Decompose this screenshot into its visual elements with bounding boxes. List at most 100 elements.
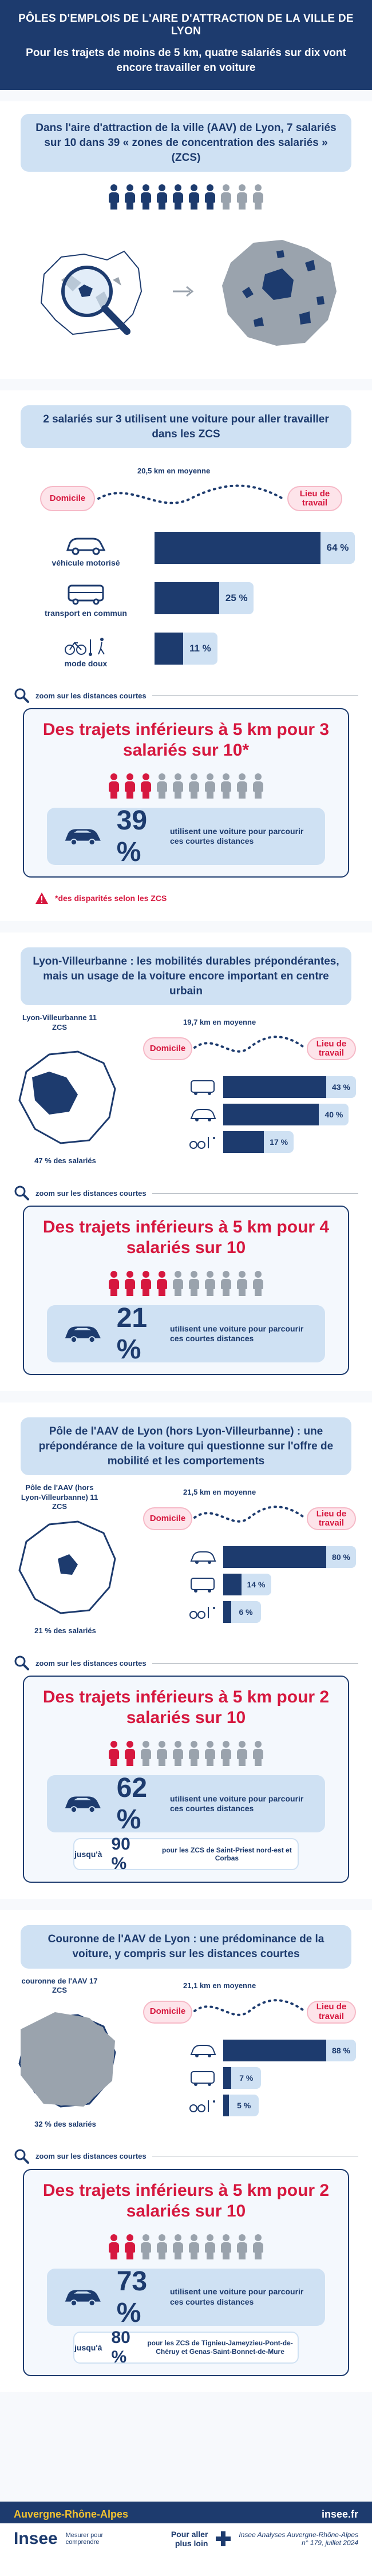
person-icon [108,1741,120,1767]
car-panel: 73 % utilisent une voiture pour parcouri… [47,2266,325,2328]
person-icon [108,773,120,799]
mode-bar-value: 80 % [326,1546,356,1568]
plus-icon [216,2531,231,2546]
upto-pct: 90 % [111,1835,130,1874]
person-icon [140,1741,152,1767]
bus-icon [68,584,104,605]
person-icon [204,773,216,799]
bar-transit [155,582,220,615]
person-icon [124,184,136,210]
person-icon [220,184,232,210]
zoom-title: Des trajets inférieurs à 5 km pour 4 sal… [42,1218,330,1258]
work-pill: Lieu de travail [307,2000,356,2024]
person-icon [156,184,168,210]
mode-bar [223,1131,264,1153]
bar-row-transit: transport en commun 25 % [0,582,372,622]
page-title: PÔLES D'EMPLOIS DE L'AIRE D'ATTRACTION D… [18,13,354,37]
upto-panel: jusqu'à 80 % pour les ZCS de Tignieu-Jam… [73,2328,299,2366]
mode-bar [223,1104,319,1126]
mode-bar [223,1574,242,1596]
intro-people-row [0,184,372,210]
overall-car-panel: 39 % utilisent une voiture pour parcouri… [47,805,325,868]
zoom-divider [152,1662,358,1664]
share-label: 32 % des salariés [34,2119,96,2128]
overall-card: 2 salariés sur 3 utilisent une voiture p… [21,405,351,449]
arrow-right-icon [172,286,194,297]
mode-bar-value: 17 % [264,1131,294,1153]
person-icon [140,773,152,799]
mode-bar-value: 5 % [229,2094,259,2116]
area-label: couronne de l'AAV 17 ZCS [21,1976,98,1994]
car-icon [190,1551,216,1564]
mode-bar [223,1546,326,1568]
upto-label: jusqu'à [74,1850,102,1859]
home-pill: Domicile [143,1507,192,1531]
publication-link[interactable]: Insee Analyses Auvergne-Rhône-Alpes [239,2531,358,2539]
work-pill: Lieu de travail [287,486,342,512]
share-label: 47 % des salariés [34,1156,96,1165]
zoom-box: Des trajets inférieurs à 5 km pour 4 sal… [23,1206,349,1376]
person-icon [156,1741,168,1767]
mode-bar-value: 40 % [319,1104,349,1126]
car-filled-icon [65,829,101,846]
zcs-map-icon [222,240,337,346]
person-icon [188,1741,200,1767]
area-label: Lyon-Villeurbanne 11 ZCS [22,1013,97,1032]
overall-route: Domicile 20,5 km en moyenne Lieu de trav… [23,463,349,526]
mode-label-transit: transport en commun [45,609,127,618]
intro-card: Dans l'aire d'attraction de la ville (AA… [21,114,351,172]
mode-bar-value: 14 % [241,1574,271,1596]
person-icon [172,773,184,799]
pole-section: Pôle de l'AAV de Lyon (hors Lyon-Villeur… [0,1402,372,1899]
person-icon [252,1741,264,1767]
region-map-icon [40,250,142,335]
zoom-title: Des trajets inférieurs à 5 km pour 3 sal… [42,720,330,760]
car-filled-icon [65,1326,101,1344]
distance-label: 21,1 km en moyenne [183,1981,256,1990]
footer-site-link[interactable]: insee.fr [321,2508,358,2520]
footer-band: Auvergne-Rhône-Alpes insee.fr [0,2505,372,2523]
bar-car [155,532,320,564]
home-pill: Domicile [143,1037,192,1061]
overall-zoom-box: Des trajets inférieurs à 5 km pour 3 sal… [23,708,349,878]
upto-text: pour les ZCS de Saint-Priest nord-est et… [162,1846,292,1863]
mode-bar-value: 7 % [231,2067,262,2089]
person-icon [220,2234,232,2259]
bar-row-soft: mode doux 11 % [0,633,372,673]
mode-bar [223,1076,326,1099]
warning-icon [35,892,48,904]
mode-bar-value: 6 % [231,1601,261,1623]
area-label: Pôle de l'AAV (hors Lyon-Villeurbanne) 1… [21,1483,98,1511]
person-icon [124,1271,136,1297]
bike-walk-icon [189,2100,215,2112]
bar-value-car: 64 % [320,532,355,564]
people-row [24,1271,348,1297]
intro-maps [0,220,372,363]
person-icon [156,2234,168,2259]
car-panel: 21 % utilisent une voiture pour parcouri… [47,1303,325,1365]
zoom-title: Des trajets inférieurs à 5 km pour 2 sal… [42,1688,330,1728]
person-icon [172,1271,184,1297]
zoom-header: zoom sur les distances courtes [14,2148,358,2164]
person-icon [172,184,184,210]
car-text: utilisent une voiture pour parcourir ces… [170,826,304,846]
upto-label: jusqu'à [74,2342,102,2352]
person-icon [236,1271,248,1297]
overall-bars: véhicule motorisé 64 % transport en comm… [0,532,372,673]
car-pct: 39 % [116,805,148,868]
magnifier-icon [14,688,29,704]
publication-issue: n° 179, juillet 2024 [302,2539,358,2547]
zoom-divider [152,1192,358,1194]
region-card: Pôle de l'AAV de Lyon (hors Lyon-Villeur… [21,1417,351,1476]
zoom-box: Des trajets inférieurs à 5 km pour 2 sal… [23,1676,349,1883]
bus-icon [191,1080,215,1096]
overall-section: 2 salariés sur 3 utilisent une voiture p… [0,390,372,922]
magnifier-icon [14,2149,29,2164]
car-icon [66,538,106,555]
bar-soft [155,633,183,665]
person-icon [124,1741,136,1767]
upto-text: pour les ZCS de Tignieu-Jameyzieu-Pont-d… [147,2339,293,2356]
bus-icon [191,2071,215,2086]
person-icon [156,773,168,799]
